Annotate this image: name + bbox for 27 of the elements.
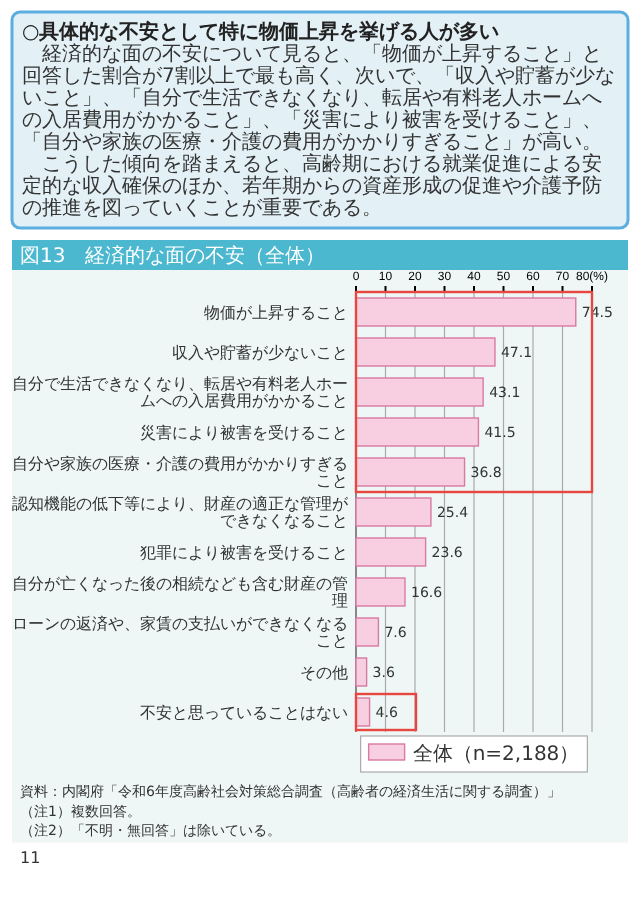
y-tick-label: 認知機能の低下等により、財産の適正な管理ができなくなること — [12, 494, 350, 531]
bar — [355, 497, 432, 527]
bar — [355, 537, 427, 567]
bar — [355, 297, 577, 327]
y-tick-label: 自分で生活できなくなり、転居や有料老人ホームへの入居費用がかかること — [12, 374, 348, 411]
y-tick-label: ローンの返済や、家賃の支払いができなくなること — [12, 614, 348, 651]
y-tick-label: その他 — [300, 664, 348, 682]
y-tick-label: 自分が亡くなった後の相続なども含む財産の管理 — [12, 574, 348, 611]
text: 11 — [20, 848, 41, 867]
bar — [355, 417, 480, 447]
y-tick-label: 収入や貯蓄が少ないこと — [172, 344, 348, 362]
text: 経済的な面の不安について見ると、「物価が上昇すること」と回答した割合が7割以上で最も高く、次いで、「収入や貯蓄が少ないこと」、「自分で生活できなくなり、転居や有料老人ホームへの入居費用がかかること」、「災害により被害を受けること」、「自分や家族の医療・介護の費用がかかりすぎること」が高い。 — [22, 42, 615, 154]
text: 図13 経済的な面の不安（全体） — [20, 244, 326, 268]
y-tick-label: 災害により被害を受けること — [140, 424, 348, 442]
text: こうした傾向を踏まえると、高齢期における就業促進による安定的な収入確保のほか、若年期からの資産形成の促進や介護予防の推進を図っていくことが重要である。 — [22, 152, 602, 220]
bar — [355, 577, 406, 607]
y-tick-label: 物価が上昇すること — [204, 304, 348, 322]
legend-label: 全体（n=2,188） — [412, 742, 580, 766]
bar — [355, 457, 466, 487]
y-tick-label: 不安と思っていることはない — [140, 704, 348, 722]
text: ○具体的な不安として特に物価上昇を挙げる人が多い — [22, 20, 500, 44]
bar — [355, 617, 380, 647]
y-tick-label: 自分や家族の医療・介護の費用がかかりすぎること — [12, 454, 348, 491]
bar — [355, 657, 368, 687]
y-tick-label: 犯罪により被害を受けること — [140, 544, 348, 562]
bar — [355, 377, 484, 407]
bar — [355, 337, 496, 367]
